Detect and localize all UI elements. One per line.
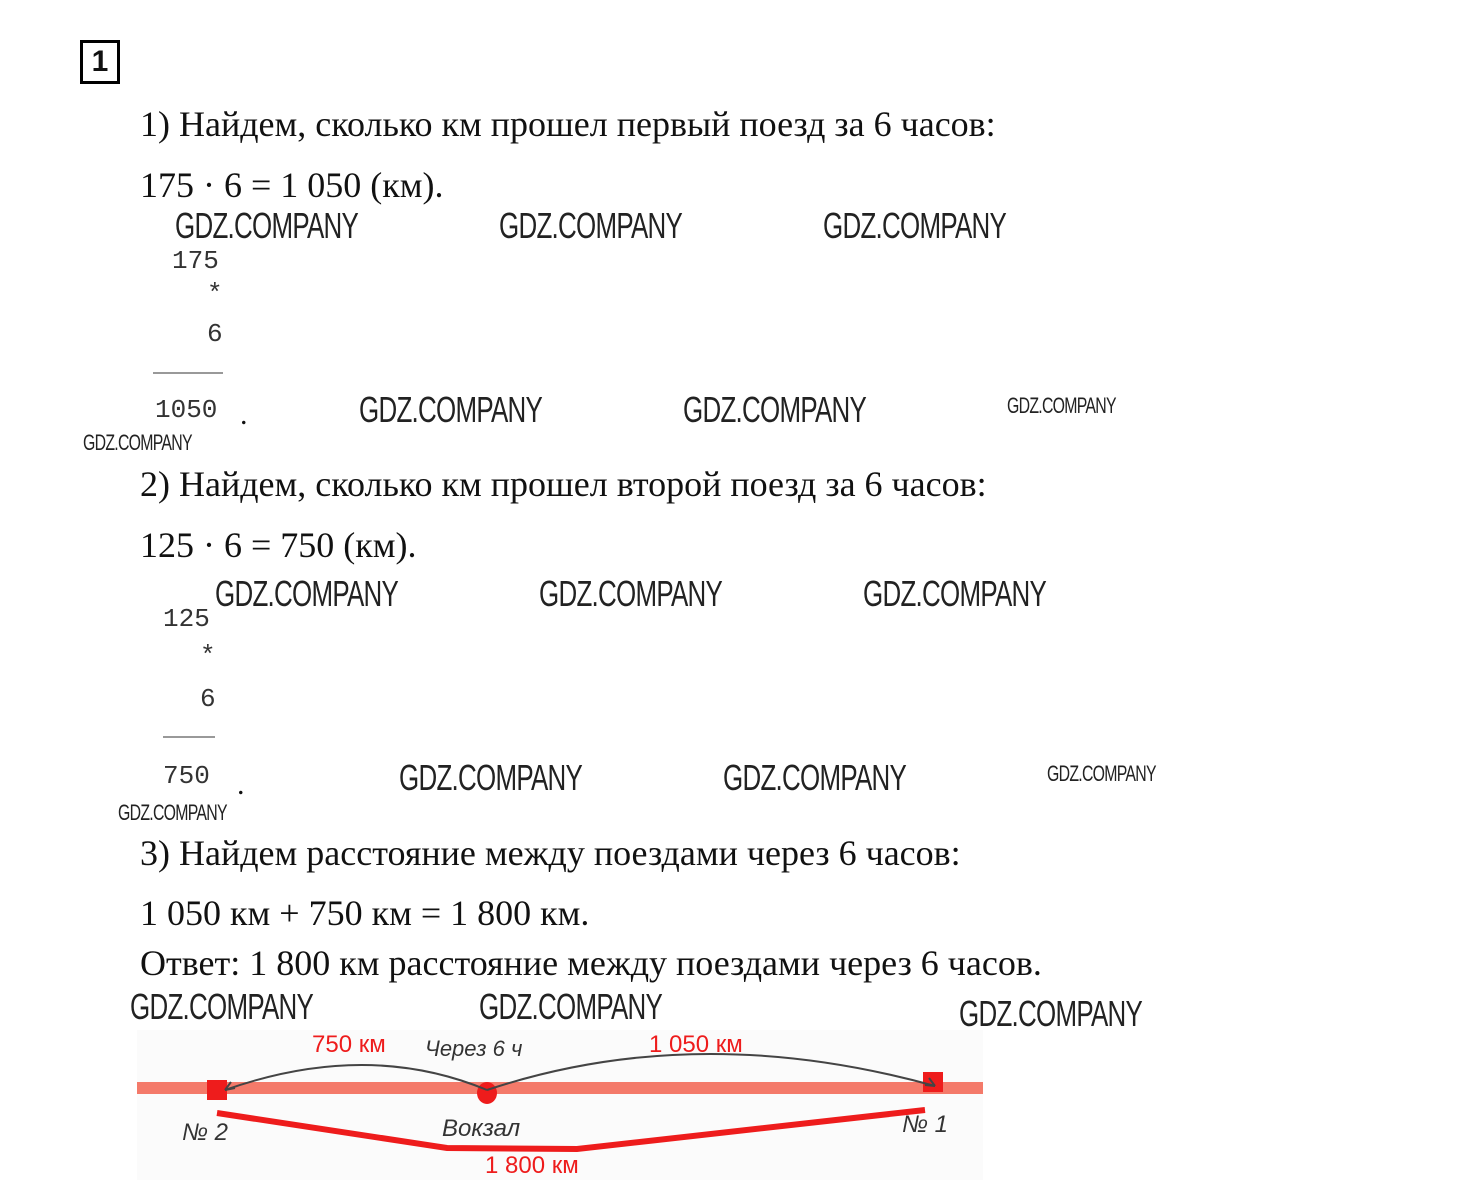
step3-title: 3) Найдем расстояние между поездами чере…: [140, 833, 961, 873]
step2-column-result: 750: [163, 761, 210, 791]
watermark: GDZ.COMPANY: [118, 800, 228, 825]
watermark: GDZ.COMPANY: [175, 205, 359, 246]
step1-column-a: 175: [172, 246, 219, 276]
step2-title: 2) Найдем, сколько км прошел второй поез…: [140, 464, 987, 504]
watermark: GDZ.COMPANY: [215, 573, 399, 614]
arrow-right: [486, 1053, 936, 1091]
railway-track: [137, 1082, 983, 1094]
task-number: 1: [80, 40, 120, 84]
step1-column-result: 1050: [155, 395, 218, 425]
answer: Ответ: 1 800 км расстояние между поездам…: [140, 943, 1042, 983]
label-train1: № 1: [902, 1111, 948, 1138]
arrowhead-left: [224, 1081, 236, 1091]
step2-column-b: 6: [200, 684, 216, 714]
watermark: GDZ.COMPANY: [539, 573, 723, 614]
train-diagram: 750 км Через 6 ч 1 050 км № 2 Вокзал № 1…: [137, 1030, 983, 1180]
step1-column-rule: [153, 372, 223, 374]
watermark: GDZ.COMPANY: [723, 757, 907, 798]
step2-expression: 125 · 6 = 750 (км).: [140, 525, 417, 565]
step1-title: 1) Найдем, сколько км прошел первый поез…: [140, 104, 996, 144]
step2-dot: .: [237, 768, 245, 801]
watermark: GDZ.COMPANY: [479, 986, 663, 1027]
arrowhead-right: [924, 1077, 936, 1087]
step2-column-rule: [163, 736, 215, 738]
watermark: GDZ.COMPANY: [359, 389, 543, 430]
step1-column-op: *: [207, 279, 223, 309]
label-total: 1 800 км: [485, 1152, 579, 1179]
label-station: Вокзал: [442, 1115, 521, 1142]
step2-column-op: *: [200, 641, 216, 671]
step2-column-a: 125: [163, 604, 210, 634]
watermark: GDZ.COMPANY: [130, 986, 314, 1027]
watermark: GDZ.COMPANY: [399, 757, 583, 798]
arrow-left: [224, 1064, 488, 1091]
label-train2: № 2: [182, 1119, 228, 1146]
step1-expression: 175 · 6 = 1 050 (км).: [140, 165, 444, 205]
watermark: GDZ.COMPANY: [499, 205, 683, 246]
diagram-background: [137, 1030, 983, 1180]
label-time: Через 6 ч: [425, 1036, 522, 1061]
step1-dot: .: [240, 398, 248, 431]
watermark: GDZ.COMPANY: [1047, 761, 1157, 786]
label-750: 750 км: [312, 1031, 386, 1058]
watermark: GDZ.COMPANY: [863, 573, 1047, 614]
step1-column-b: 6: [207, 319, 223, 349]
watermark: GDZ.COMPANY: [823, 205, 1007, 246]
watermark: GDZ.COMPANY: [683, 389, 867, 430]
total-distance-curve: [216, 1107, 926, 1153]
station-marker: [477, 1082, 497, 1104]
watermark: GDZ.COMPANY: [959, 993, 1143, 1034]
watermark: GDZ.COMPANY: [83, 430, 193, 455]
step3-expression: 1 050 км + 750 км = 1 800 км.: [140, 893, 590, 933]
label-1050: 1 050 км: [649, 1031, 743, 1058]
train2-marker: [207, 1080, 227, 1100]
watermark: GDZ.COMPANY: [1007, 393, 1117, 418]
